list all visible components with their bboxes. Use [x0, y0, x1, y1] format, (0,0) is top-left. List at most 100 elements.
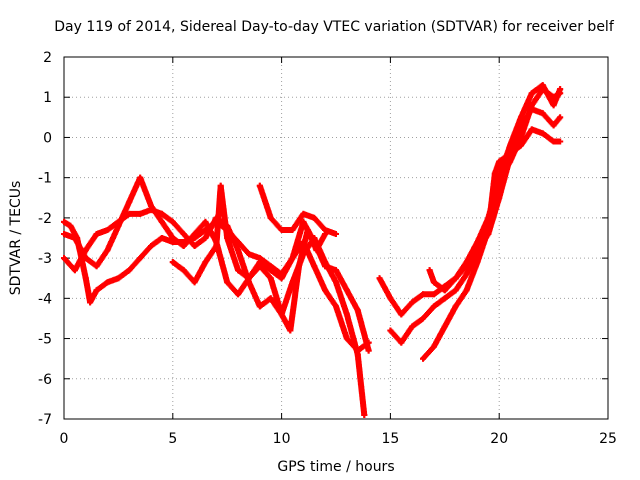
data-point [354, 307, 361, 314]
data-point [491, 170, 498, 177]
data-point [387, 295, 394, 302]
y-tick-labels: 2 1 0 -1 -2 -3 -4 -5 -6 -7 [38, 50, 52, 428]
y-tick-label: -7 [38, 412, 52, 428]
data-point [158, 210, 165, 217]
series-5 [256, 182, 339, 237]
data-point [496, 158, 503, 165]
data-point [539, 110, 546, 117]
data-point [398, 311, 405, 318]
x-tick-label: 10 [273, 431, 291, 447]
data-point [474, 247, 481, 254]
data-point [463, 287, 470, 294]
data-point [311, 239, 318, 246]
data-point [485, 230, 492, 237]
data-point [463, 271, 470, 278]
data-point [474, 259, 481, 266]
data-point [322, 226, 329, 233]
grid [64, 57, 608, 419]
chart-title: Day 119 of 2014, Sidereal Day-to-day VTE… [54, 19, 615, 35]
data-point [430, 279, 437, 286]
data-point [441, 323, 448, 330]
data-point [354, 351, 361, 358]
data-point [267, 267, 274, 274]
data-point [137, 210, 144, 217]
data-point [278, 226, 285, 233]
data-point [343, 287, 350, 294]
data-point [180, 267, 187, 274]
x-tick-label: 5 [168, 431, 177, 447]
data-point [278, 311, 285, 318]
data-point [158, 235, 165, 241]
data-point [528, 90, 535, 97]
data-point [148, 243, 155, 250]
data-point [426, 267, 433, 274]
y-tick-label: 2 [43, 50, 52, 66]
data-point [217, 182, 224, 189]
data-point [333, 279, 339, 286]
data-point [300, 218, 307, 225]
data-point [126, 198, 133, 205]
x-tick-label: 25 [599, 431, 617, 447]
x-tick-labels: 0 5 10 15 20 25 [60, 431, 617, 447]
data-point [137, 255, 144, 262]
series-3 [61, 206, 368, 418]
data-point [137, 174, 144, 181]
data-point [126, 210, 133, 217]
x-tick-label: 20 [490, 431, 508, 447]
data-point [430, 343, 437, 350]
data-point [180, 230, 187, 237]
data-point [245, 275, 252, 282]
series-marks [61, 82, 564, 418]
data-point [300, 210, 307, 217]
data-point [550, 94, 557, 101]
data-point [550, 138, 557, 145]
data-point [224, 235, 231, 241]
data-point [557, 138, 564, 145]
series-8 [420, 126, 564, 362]
data-point [158, 218, 165, 225]
data-point [202, 235, 209, 241]
data-point [420, 355, 427, 362]
data-point [550, 102, 557, 109]
data-point [256, 303, 263, 310]
data-point [224, 279, 231, 286]
data-point [517, 114, 524, 121]
data-point [202, 259, 209, 266]
data-point [213, 243, 220, 250]
data-point [93, 230, 100, 237]
data-point [278, 275, 285, 282]
y-tick-label: 1 [43, 90, 52, 106]
y-tick-label: -1 [38, 171, 52, 187]
data-point [322, 263, 329, 270]
data-point [387, 327, 394, 334]
data-point [74, 235, 81, 241]
data-point [361, 411, 368, 418]
y-axis-label: SDTVAR / TECUs [8, 181, 24, 296]
data-point [267, 275, 274, 282]
data-point [289, 226, 296, 233]
data-point [67, 222, 74, 229]
data-point [441, 287, 448, 294]
data-point [93, 263, 100, 270]
data-point [322, 287, 329, 294]
data-point [267, 214, 274, 221]
data-point [463, 263, 470, 270]
data-point [398, 339, 405, 346]
data-point [333, 230, 339, 237]
data-point [104, 279, 111, 286]
data-point [202, 218, 209, 225]
data-point [333, 267, 339, 274]
data-point [517, 122, 524, 129]
data-point [104, 247, 111, 254]
data-point [496, 194, 503, 201]
data-point [528, 126, 535, 133]
data-point [169, 259, 176, 266]
data-point [235, 291, 242, 298]
data-point [93, 287, 100, 294]
data-point [287, 327, 294, 334]
plot-frame [63, 56, 609, 420]
data-point [557, 114, 564, 121]
data-point [430, 303, 437, 310]
data-point [539, 86, 546, 93]
y-tick-label: -2 [38, 211, 52, 227]
